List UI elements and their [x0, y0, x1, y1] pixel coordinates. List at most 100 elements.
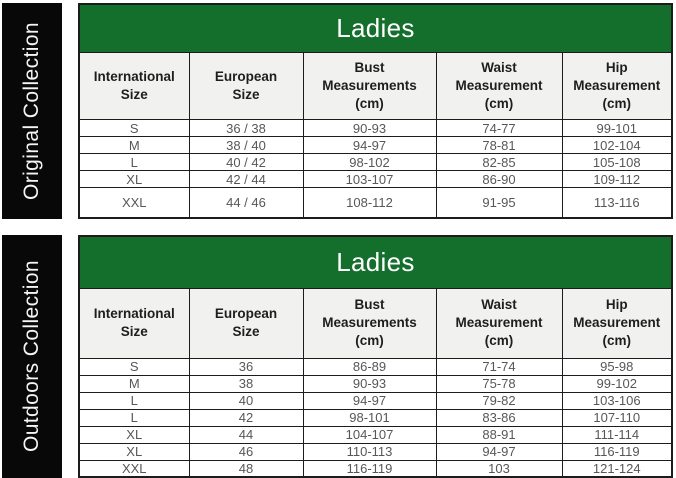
- table-cell: 103-106: [562, 392, 672, 409]
- column-header-european-size: European Size: [189, 288, 303, 358]
- table-cell: 75-78: [436, 375, 562, 392]
- table-cell: 86-90: [436, 171, 562, 188]
- table-cell: XL: [79, 426, 189, 443]
- table-cell: XL: [79, 171, 189, 188]
- table-cell: 91-95: [436, 188, 562, 218]
- column-header-bust-measurements: Bust Measurements (cm): [303, 53, 436, 120]
- table-cell: 74-77: [436, 120, 562, 137]
- column-header-european-size: European Size: [189, 53, 303, 120]
- column-header-waist-measurement: Waist Measurement (cm): [436, 288, 562, 358]
- table-cell: 105-108: [562, 154, 672, 171]
- table-cell: 121-124: [562, 460, 672, 477]
- table-cell: 99-101: [562, 120, 672, 137]
- table-cell: 40: [189, 392, 303, 409]
- table-cell: S: [79, 120, 189, 137]
- table-cell: 109-112: [562, 171, 672, 188]
- table-title-row: Ladies: [79, 236, 672, 289]
- outdoors-collection-section: Outdoors Collection Ladies International…: [2, 235, 676, 478]
- table-cell: 46: [189, 443, 303, 460]
- table-cell: 103: [436, 460, 562, 477]
- table-cell: 48: [189, 460, 303, 477]
- table-cell: 40 / 42: [189, 154, 303, 171]
- table-cell: 79-82: [436, 392, 562, 409]
- table-cell: 44 / 46: [189, 188, 303, 218]
- table-title: Ladies: [79, 236, 672, 289]
- table-cell: 36: [189, 358, 303, 375]
- table-cell: 99-102: [562, 375, 672, 392]
- table-cell: 116-119: [562, 443, 672, 460]
- table-cell: 113-116: [562, 188, 672, 218]
- table-cell: XXL: [79, 460, 189, 477]
- table-cell: XXL: [79, 188, 189, 218]
- table-cell: 94-97: [303, 137, 436, 154]
- outdoors-collection-size-table: Ladies International Size European Size …: [78, 235, 673, 478]
- original-collection-section: Original Collection Ladies International…: [2, 3, 676, 219]
- table-cell: 38: [189, 375, 303, 392]
- table-cell: 103-107: [303, 171, 436, 188]
- table-cell: 36 / 38: [189, 120, 303, 137]
- table-cell: 78-81: [436, 137, 562, 154]
- table-cell: L: [79, 392, 189, 409]
- column-header-international-size: International Size: [79, 288, 189, 358]
- table-cell: XL: [79, 443, 189, 460]
- collection-label: Outdoors Collection: [20, 260, 44, 452]
- column-header-hip-measurement: Hip Measurement (cm): [562, 288, 672, 358]
- table-cell: 94-97: [303, 392, 436, 409]
- collection-label: Original Collection: [20, 22, 44, 200]
- column-header-bust-measurements: Bust Measurements (cm): [303, 288, 436, 358]
- table-cell: M: [79, 375, 189, 392]
- table-cell: L: [79, 409, 189, 426]
- column-header-row: International Size European Size Bust Me…: [79, 288, 672, 358]
- table-cell: 94-97: [436, 443, 562, 460]
- table-cell: 108-112: [303, 188, 436, 218]
- table-cell: 107-110: [562, 409, 672, 426]
- column-header-hip-measurement: Hip Measurement (cm): [562, 53, 672, 120]
- table-cell: M: [79, 137, 189, 154]
- outdoors-collection-sidebar: Outdoors Collection: [2, 235, 62, 478]
- table-cell: L: [79, 154, 189, 171]
- table-cell: 42 / 44: [189, 171, 303, 188]
- table-cell: 104-107: [303, 426, 436, 443]
- table-cell: 98-102: [303, 154, 436, 171]
- table-cell: 44: [189, 426, 303, 443]
- table-cell: 116-119: [303, 460, 436, 477]
- table-cell: 90-93: [303, 120, 436, 137]
- table-cell: 86-89: [303, 358, 436, 375]
- table-cell: 98-101: [303, 409, 436, 426]
- table-cell: 110-113: [303, 443, 436, 460]
- table-cell: 102-104: [562, 137, 672, 154]
- table-cell: 38 / 40: [189, 137, 303, 154]
- outdoors-collection-table-wrap: Ladies International Size European Size …: [78, 235, 673, 478]
- table-cell: 111-114: [562, 426, 672, 443]
- column-header-waist-measurement: Waist Measurement (cm): [436, 53, 562, 120]
- original-collection-size-table: Ladies International Size European Size …: [78, 3, 673, 219]
- table-cell: 88-91: [436, 426, 562, 443]
- original-collection-sidebar: Original Collection: [2, 3, 62, 219]
- table-title-row: Ladies: [79, 4, 672, 53]
- column-header-row: International Size European Size Bust Me…: [79, 53, 672, 120]
- table-cell: 82-85: [436, 154, 562, 171]
- table-cell: 90-93: [303, 375, 436, 392]
- table-cell: 71-74: [436, 358, 562, 375]
- table-cell: 83-86: [436, 409, 562, 426]
- table-cell: 95-98: [562, 358, 672, 375]
- table-title: Ladies: [79, 4, 672, 53]
- table-cell: S: [79, 358, 189, 375]
- original-collection-table-wrap: Ladies International Size European Size …: [78, 3, 673, 219]
- table-cell: 42: [189, 409, 303, 426]
- column-header-international-size: International Size: [79, 53, 189, 120]
